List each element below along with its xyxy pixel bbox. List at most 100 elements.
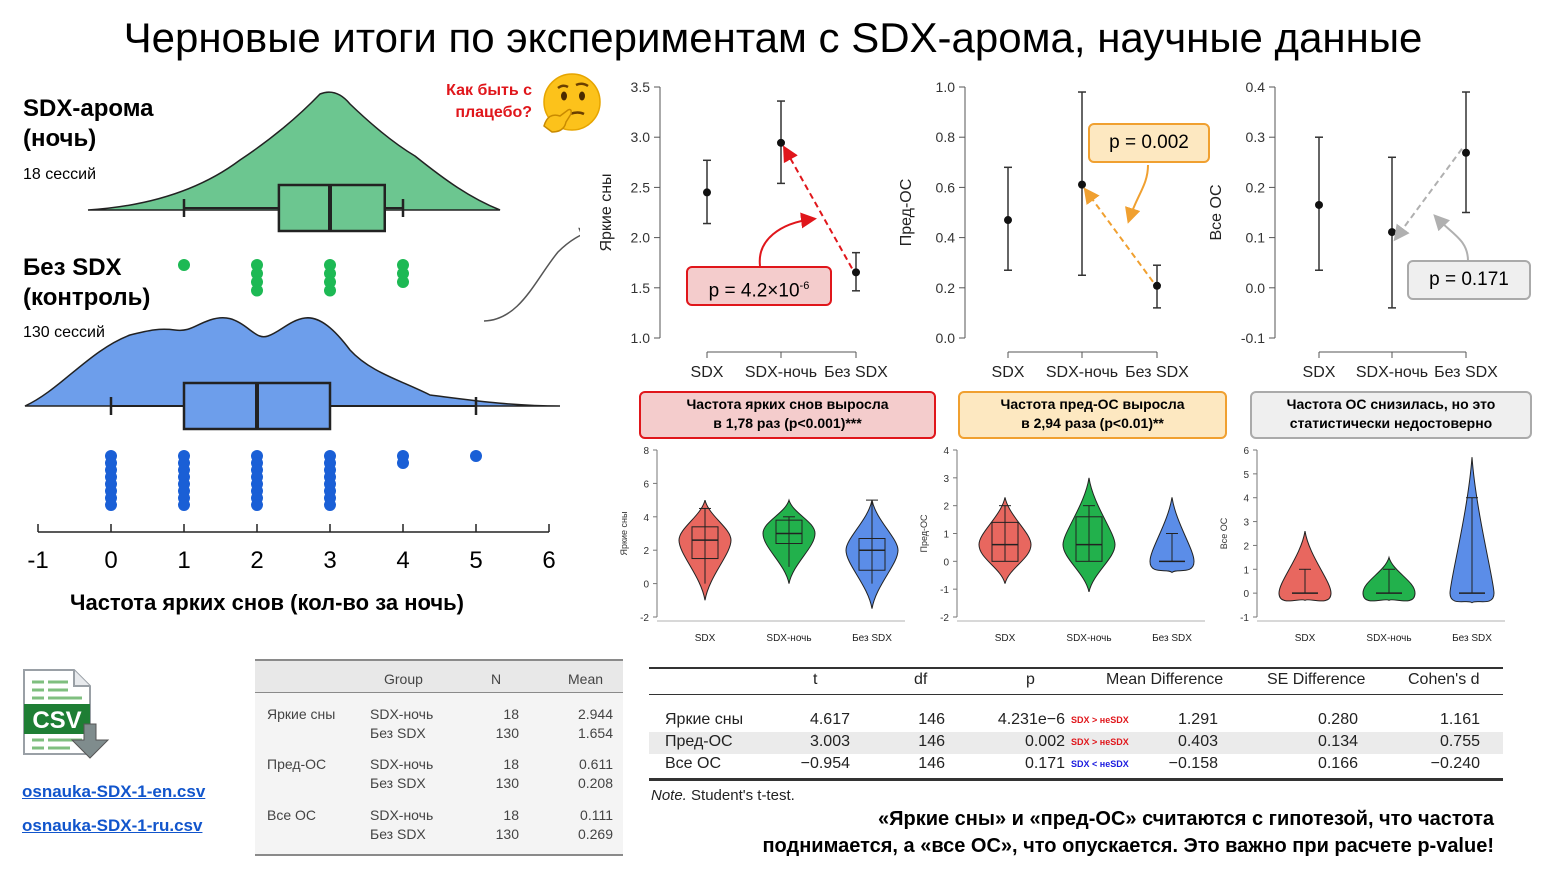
descriptives-header (255, 659, 623, 693)
desc-group: Без SDX (370, 826, 426, 842)
mean-point (1078, 180, 1086, 189)
ttest-var: Яркие сны (665, 711, 744, 728)
sdx-point (324, 259, 336, 271)
sdx-point (251, 276, 263, 288)
violin-box (691, 526, 719, 560)
csv-icon-label: CSV (32, 707, 81, 734)
y-tick-label: 6 (643, 479, 649, 490)
csv-file-icon[interactable]: CSV (22, 668, 114, 760)
desc-group: Без SDX (370, 775, 426, 791)
violin-body (1278, 531, 1332, 602)
sdx-point (397, 276, 409, 288)
desc-n: 130 (495, 826, 519, 842)
ttest-df: 146 (918, 733, 945, 750)
y-tick-label: 0.1 (1246, 230, 1266, 246)
placebo-question: Как быть с плацебо? (420, 80, 532, 124)
caption-preos: Частота пред-ОС выросла в 2,94 раза (p<0… (958, 391, 1227, 439)
ttest-var: Все ОС (665, 755, 722, 772)
ttest-row-shade (649, 732, 1503, 754)
y-axis-label: Пред-ОС (898, 179, 915, 247)
link-csv-en[interactable]: osnauka-SDX-1-en.csv (22, 782, 206, 801)
errorbar-chart-vivid: 1.0 1.5 2.0 2.5 3.0 3.5 SDX SDX-ночь Без SDX Ярки… (598, 79, 888, 381)
y-tick-label: 3.0 (631, 129, 651, 145)
y-tick-label: 0.2 (1246, 179, 1266, 195)
x-tick-label: SDX-ночь (1046, 364, 1118, 381)
desc-group: SDX-ночь (370, 706, 434, 722)
ttest-note-italic: Note. (651, 787, 687, 804)
caption-allos-line1: Частота ОС снизилась, но это (1286, 396, 1496, 412)
raincloud-tick-label: 2 (250, 547, 263, 574)
group-control-title-line1: Без SDX (23, 254, 122, 281)
x-tick-label: SDX-ночь (1356, 364, 1428, 381)
x-tick-label: SDX (1295, 633, 1316, 644)
desc-mean: 1.654 (577, 725, 613, 741)
violin-box (1075, 516, 1103, 562)
raincloud-tick-label: 6 (542, 547, 555, 574)
pvalue-vivid-text: p = 4.2×10 (708, 280, 800, 302)
y-tick-label: 0.0 (1246, 280, 1266, 296)
sdx-point (324, 267, 336, 280)
x-tick-label: SDX (992, 364, 1025, 381)
y-tick-label: 0.8 (936, 129, 956, 145)
x-tick-label: SDX-ночь (745, 364, 817, 381)
sdx-point (397, 259, 409, 271)
sdx-density (87, 91, 501, 211)
y-tick-label: -2 (940, 613, 949, 624)
mean-point (777, 138, 785, 147)
y-tick-label: 2.5 (631, 179, 651, 195)
x-tick-label: SDX-ночь (766, 633, 811, 644)
raincloud-tick-label: 1 (177, 547, 190, 574)
desc-n: 18 (503, 807, 519, 823)
y-tick-label: 6 (1243, 446, 1249, 457)
control-point (251, 499, 263, 511)
control-point (178, 499, 190, 511)
mean-point (1315, 200, 1323, 209)
x-tick-label: Без SDX (1434, 364, 1498, 381)
y-tick-label: 2 (1243, 541, 1249, 552)
y-tick-label: -0.1 (1241, 330, 1265, 346)
desc-header-group: Group (384, 671, 423, 687)
link-csv-ru[interactable]: osnauka-SDX-1-ru.csv (22, 816, 203, 835)
violin-chart-preos: -2 -1 0 1 2 3 4 Пред-ОС SDX SDX-ночь Без SDX (919, 446, 1205, 644)
x-tick-label: SDX (1303, 364, 1336, 381)
sdx-point (397, 267, 409, 280)
desc-header-n: N (491, 671, 502, 687)
sdx-point (324, 276, 336, 288)
descriptives-table: Group N Mean Яркие сны SDX-ночь 18 2.944… (255, 659, 623, 856)
bottom-note-line1: «Яркие сны» и «пред-ОС» считаются с гипо… (877, 808, 1494, 830)
y-tick-label: 1.0 (631, 330, 651, 346)
caption-allos: Частота ОС снизилась, но это статистичес… (1250, 391, 1532, 439)
pvalue-allos: p = 0.171 (1407, 260, 1531, 300)
sdx-point (324, 284, 336, 297)
mean-point (1388, 228, 1396, 237)
sdx-point (178, 259, 190, 271)
raincloud-chart: -1 0 1 2 3 4 5 6 (24, 91, 580, 574)
y-tick-label: 0.4 (1246, 79, 1266, 95)
ttest-cohensd: 1.161 (1439, 711, 1480, 728)
ttest-p: 4.231e−6 (997, 711, 1065, 728)
pvalue-vivid-exp: -6 (799, 280, 810, 292)
ttest-header-sediff: SE Difference (1267, 671, 1366, 688)
errorbar-chart-preos: 0.0 0.2 0.4 0.6 0.8 1.0 SDX SDX-ночь Без SDX Пред… (898, 79, 1189, 381)
arrow-to-errorbar (483, 227, 580, 322)
bottom-note-line2: поднимается, а «все ОС», что опускается.… (762, 835, 1494, 857)
desc-n: 130 (495, 775, 519, 791)
x-tick-label: Без SDX (1125, 364, 1189, 381)
y-axis-label: Яркие сны (598, 173, 615, 251)
caption-vivid: Частота ярких снов выросла в 1,78 раз (p… (639, 391, 936, 439)
comparison-arrow (1083, 187, 1154, 283)
group-control-title: Без SDX (контроль) (23, 253, 150, 313)
y-tick-label: 0.3 (1246, 129, 1266, 145)
desc-mean: 0.111 (580, 807, 613, 823)
y-tick-label: 8 (643, 446, 649, 457)
ttest-sediff: 0.166 (1317, 755, 1358, 772)
pvalue-connector (1125, 164, 1149, 224)
ttest-cohensd: −0.240 (1430, 755, 1480, 772)
y-tick-label: 4 (943, 446, 949, 457)
comparison-arrow (1393, 148, 1463, 242)
desc-group: SDX-ночь (370, 807, 434, 823)
y-tick-label: 3 (1243, 518, 1249, 529)
y-tick-label: 0 (643, 580, 649, 591)
desc-var: Яркие сны (267, 706, 336, 722)
ttest-sediff: 0.134 (1317, 733, 1358, 750)
